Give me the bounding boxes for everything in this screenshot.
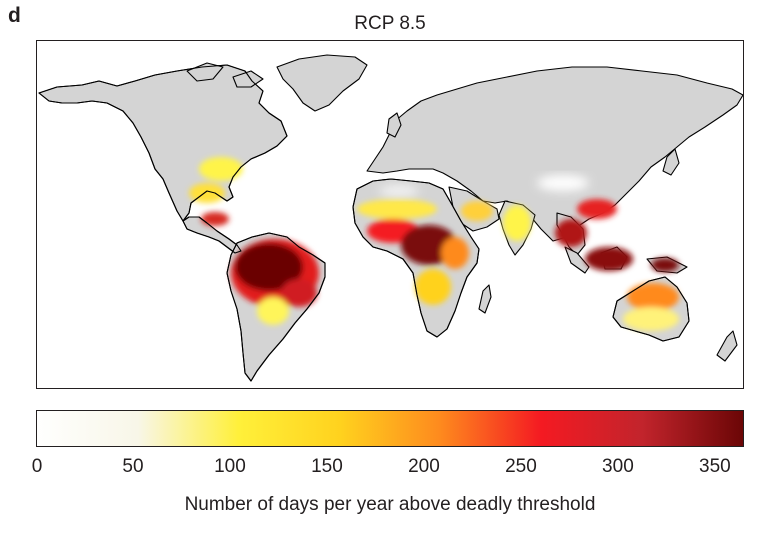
heat-amazon-core	[235, 243, 303, 291]
madagascar	[478, 284, 492, 314]
colorbar-tick: 100	[214, 456, 246, 477]
zero-sahara	[379, 185, 419, 197]
zero-patches	[379, 175, 589, 197]
heat-australia-north	[627, 283, 679, 311]
colorbar-tick: 250	[505, 456, 537, 477]
map-title: RCP 8.5	[354, 13, 426, 34]
heat-us-southeast	[199, 157, 243, 181]
heat-arabia	[461, 201, 493, 221]
colorbar-ticks: 0 50 100 150 200 250 300 350	[32, 456, 744, 482]
colorbar-label: Number of days per year above deadly thr…	[184, 494, 596, 515]
heat-indonesia	[585, 247, 633, 271]
zero-tibet	[537, 175, 589, 191]
eurasia	[366, 66, 743, 242]
coastlines	[38, 64, 690, 382]
heat-east-africa	[441, 237, 469, 269]
colorbar-tick: 0	[31, 456, 43, 477]
world-map	[36, 40, 744, 389]
heat-new-guinea	[651, 258, 679, 272]
colorbar-tick: 150	[311, 456, 343, 477]
heat-sahel	[357, 199, 437, 219]
colorbar-tick: 200	[408, 456, 440, 477]
heat-central-america	[201, 212, 229, 226]
japan	[662, 148, 680, 176]
colorbar-tick: 300	[602, 456, 634, 477]
new-zealand	[716, 330, 738, 362]
heat-se-asia	[555, 219, 587, 247]
heat-south-africa	[415, 269, 451, 305]
heat-india	[503, 205, 531, 241]
north-america	[38, 64, 288, 222]
uk	[386, 112, 402, 138]
colorbar-tick: 50	[122, 456, 144, 477]
heat-brazil-east	[281, 279, 317, 307]
heat-south-china	[577, 199, 617, 219]
canadian-islands-2	[232, 70, 264, 88]
heat-brazil-south	[257, 297, 289, 325]
colorbar	[36, 410, 744, 447]
sumatra	[564, 246, 590, 274]
greenland	[276, 54, 368, 112]
panel-label: d	[8, 4, 21, 27]
heat-overlay	[189, 157, 679, 331]
heat-australia-center	[623, 307, 679, 331]
colorbar-tick: 350	[699, 456, 731, 477]
